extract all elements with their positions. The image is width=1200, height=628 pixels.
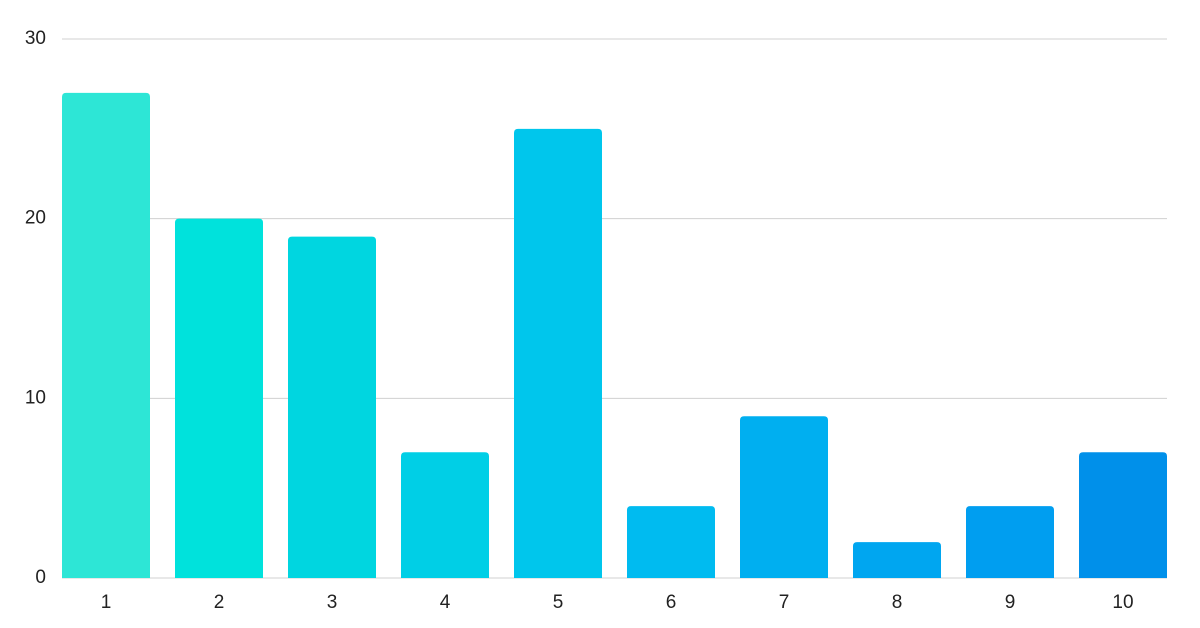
bar <box>627 506 715 578</box>
y-tick-label: 20 <box>25 208 46 229</box>
bar <box>1079 452 1167 578</box>
x-tick-label: 5 <box>553 592 564 613</box>
y-tick-label: 10 <box>25 387 46 408</box>
bar <box>853 542 941 578</box>
bar <box>966 506 1054 578</box>
bar <box>514 128 602 579</box>
y-tick-label: 30 <box>25 28 46 49</box>
x-tick-label: 10 <box>1112 592 1133 613</box>
x-tick-label: 3 <box>327 592 338 613</box>
x-tick-label: 1 <box>101 592 112 613</box>
x-tick-label: 4 <box>440 592 451 613</box>
x-tick-label: 2 <box>214 592 225 613</box>
x-tick-label: 6 <box>666 592 677 613</box>
bar <box>288 236 376 578</box>
x-tick-label: 7 <box>779 592 790 613</box>
bar <box>62 92 150 579</box>
bar <box>401 452 489 578</box>
x-tick-label: 8 <box>892 592 903 613</box>
x-tick-label: 9 <box>1005 592 1016 613</box>
bar <box>175 218 263 578</box>
y-tick-label: 0 <box>35 567 46 588</box>
bar <box>740 416 828 578</box>
